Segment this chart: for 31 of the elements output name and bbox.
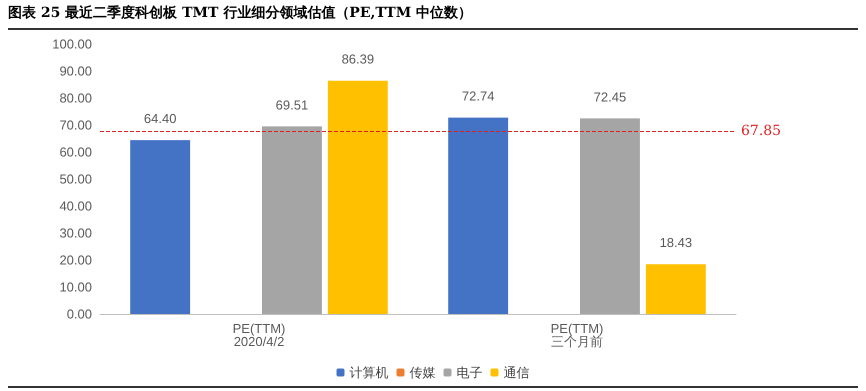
bar xyxy=(580,118,640,314)
chart-title: 图表 25 最近二季度科创板 TMT 行业细分领域估值（PE,TTM 中位数） xyxy=(8,4,858,30)
bar xyxy=(328,80,388,314)
bar xyxy=(130,140,190,314)
data-label: 18.43 xyxy=(660,235,692,250)
x-tick-label: PE(TTM) 三个月前 xyxy=(550,321,604,349)
bar xyxy=(448,118,508,314)
y-tick-label: 100.00 xyxy=(52,36,92,52)
bar xyxy=(646,264,706,314)
legend-label: 电子 xyxy=(456,365,482,380)
ref-line-label: 67.85 xyxy=(741,122,782,139)
y-tick-label: 0.00 xyxy=(66,306,92,322)
x-tick-label: PE(TTM) 2020/4/2 xyxy=(232,321,286,349)
y-tick-label: 70.00 xyxy=(59,118,92,132)
data-label: 64.40 xyxy=(144,111,176,126)
data-label: 72.74 xyxy=(462,88,494,104)
y-tick-label: 90.00 xyxy=(59,64,92,78)
y-tick-label: 10.00 xyxy=(59,280,92,294)
y-tick-label: 40.00 xyxy=(59,198,92,214)
y-tick-label: 20.00 xyxy=(59,252,92,268)
y-tick-label: 60.00 xyxy=(59,144,92,160)
data-label: 69.51 xyxy=(276,97,308,112)
legend-label: 传媒 xyxy=(410,365,436,380)
bar xyxy=(262,126,322,314)
y-tick-label: 80.00 xyxy=(59,90,92,106)
y-tick-label: 30.00 xyxy=(59,226,92,240)
data-label: 72.45 xyxy=(594,89,626,104)
legend-label: 通信 xyxy=(504,365,530,380)
data-label: 86.39 xyxy=(342,52,374,67)
y-tick-label: 50.00 xyxy=(59,172,92,186)
legend-label: 计算机 xyxy=(350,365,388,380)
